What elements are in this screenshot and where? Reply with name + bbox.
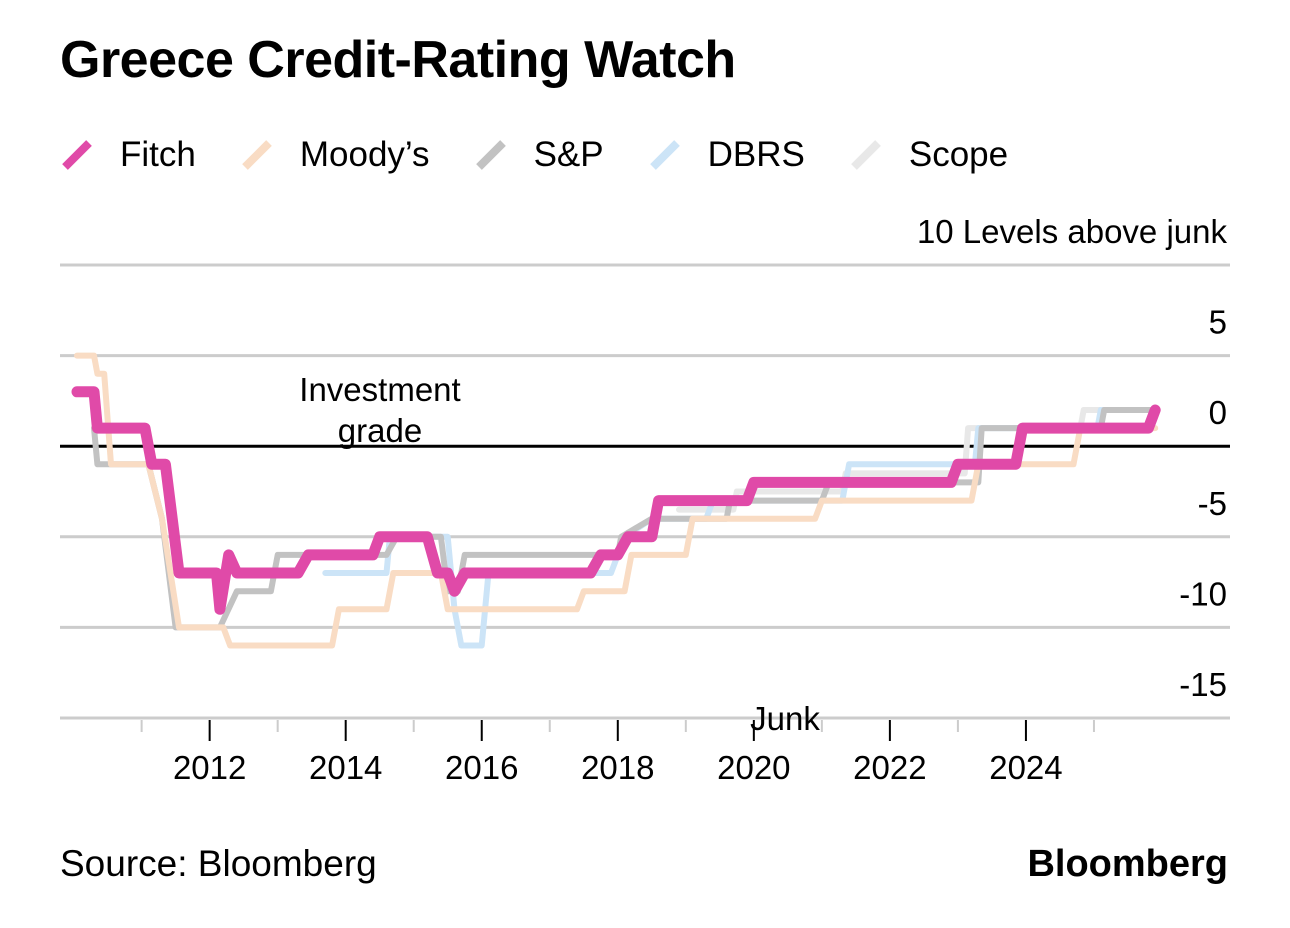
y-tick-label: 10 Levels above junk	[917, 213, 1228, 250]
y-axis: 10 Levels above junk 5 0 -5 -10 -15	[917, 213, 1228, 703]
series-line-moodys	[74, 352, 1159, 649]
x-tick-label: 2016	[445, 749, 518, 786]
legend-item-sp: S&P	[474, 135, 604, 175]
legend-item-fitch: Fitch	[60, 135, 196, 175]
legend-swatch-icon	[649, 140, 680, 170]
series-line-fitch	[71, 386, 1161, 615]
legend-item-moodys: Moody’s	[240, 135, 430, 175]
brand-logo: Bloomberg	[1027, 843, 1228, 885]
legend-item-scope: Scope	[849, 135, 1008, 175]
x-tick-label: 2014	[309, 749, 382, 786]
chart-title: Greece Credit-Rating Watch	[60, 31, 736, 89]
gridlines	[60, 263, 1230, 720]
legend-label: Fitch	[120, 135, 196, 174]
x-tick-label: 2012	[173, 749, 246, 786]
source-note: Source: Bloomberg	[60, 843, 377, 884]
legend-swatch-icon	[851, 140, 881, 170]
legend: Fitch Moody’s S&P DBRS Scope	[60, 130, 1052, 180]
legend-label: Moody’s	[299, 135, 430, 174]
annotations: Investment grade Junk	[299, 371, 820, 737]
x-tick-label: 2020	[717, 749, 790, 786]
annotation-investment-grade: Investment	[299, 371, 460, 408]
x-tick-label: 2018	[581, 749, 654, 786]
y-tick-label: -10	[1179, 575, 1227, 612]
legend-item-dbrs: DBRS	[648, 135, 805, 175]
y-tick-label: -15	[1179, 666, 1227, 703]
y-tick-label: 0	[1209, 394, 1227, 431]
y-tick-label: -5	[1198, 485, 1227, 522]
series-lines	[71, 352, 1161, 649]
annotation-investment-grade: grade	[338, 412, 422, 449]
legend-swatch-icon	[62, 140, 92, 170]
legend-label: S&P	[533, 135, 604, 174]
annotation-junk: Junk	[750, 700, 820, 737]
legend-swatch-icon	[475, 140, 506, 170]
x-axis: 2012 2014 2016 2018 2020 2022 2024	[140, 720, 1095, 786]
legend-label: DBRS	[707, 135, 805, 174]
legend-swatch-icon	[242, 140, 272, 170]
x-tick-label: 2022	[853, 749, 926, 786]
series-line-sp	[91, 407, 1159, 631]
legend-label: Scope	[908, 135, 1009, 174]
x-tick-label: 2024	[989, 749, 1062, 786]
y-tick-label: 5	[1209, 304, 1227, 341]
